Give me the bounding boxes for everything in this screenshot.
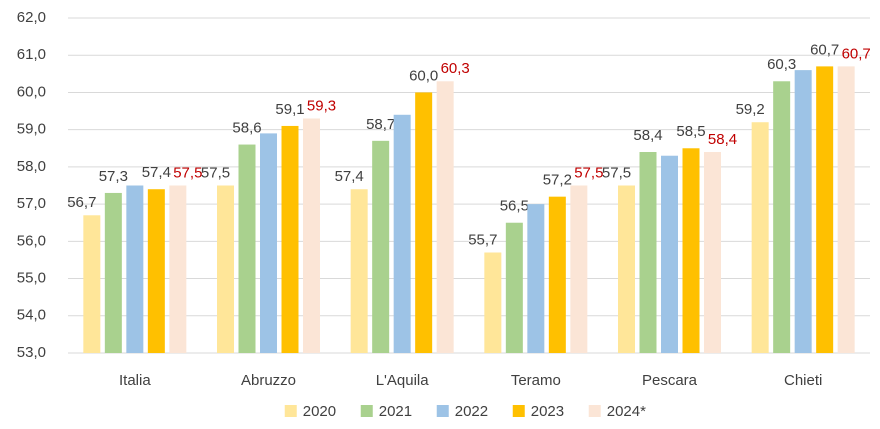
- bar: [639, 152, 657, 353]
- y-tick-label: 53,0: [17, 344, 46, 361]
- bar: [837, 66, 855, 353]
- bar: [217, 185, 234, 353]
- data-label: 55,7: [468, 231, 497, 248]
- bar: [169, 185, 187, 353]
- y-tick-label: 61,0: [17, 46, 46, 63]
- data-label: 58,5: [676, 123, 705, 140]
- bar: [372, 140, 390, 353]
- data-label: 58,7: [366, 116, 395, 133]
- bar: [773, 81, 791, 354]
- bar: [238, 144, 256, 353]
- legend-swatch: [436, 405, 449, 417]
- legend-swatch: [360, 405, 373, 417]
- bar: [661, 155, 678, 353]
- bar: [682, 148, 700, 353]
- data-label: 57,2: [543, 172, 572, 189]
- data-label: 56,5: [500, 198, 529, 215]
- bar: [548, 196, 566, 353]
- data-label: 58,4: [633, 127, 662, 144]
- y-tick-label: 60,0: [17, 83, 46, 100]
- legend-label: 2021: [379, 403, 412, 420]
- bar: [816, 66, 834, 353]
- y-tick-label: 62,0: [17, 9, 46, 26]
- data-label: 60,7: [810, 41, 839, 58]
- bar: [281, 125, 299, 353]
- y-tick-label: 54,0: [17, 307, 46, 324]
- y-tick-label: 55,0: [17, 270, 46, 287]
- data-label: 57,3: [99, 168, 128, 185]
- legend-swatch: [284, 405, 297, 417]
- x-tick-label: Italia: [119, 372, 151, 389]
- bar: [104, 192, 122, 353]
- data-label: 60,3: [767, 56, 796, 73]
- bar: [570, 185, 588, 353]
- data-label: 60,7: [842, 45, 871, 62]
- legend-label: 2024*: [607, 403, 646, 420]
- bar: [751, 122, 769, 353]
- legend-swatch: [512, 405, 525, 417]
- legend-label: 2020: [303, 403, 336, 420]
- bar: [436, 81, 454, 354]
- data-label: 58,6: [232, 120, 261, 137]
- bar: [83, 215, 101, 353]
- data-label: 59,3: [307, 97, 336, 114]
- x-tick-label: L'Aquila: [376, 372, 430, 389]
- bar: [704, 152, 721, 353]
- data-label: 58,4: [708, 131, 737, 148]
- x-tick-label: Teramo: [511, 372, 561, 389]
- data-label: 57,4: [335, 168, 364, 185]
- y-tick-label: 59,0: [17, 121, 46, 138]
- bar: [527, 204, 545, 353]
- data-label: 56,7: [67, 194, 96, 211]
- bar: [350, 189, 368, 353]
- data-label: 57,5: [173, 164, 202, 181]
- y-tick-label: 58,0: [17, 158, 46, 175]
- bar: [415, 92, 433, 353]
- data-label: 60,3: [441, 60, 470, 77]
- bar: [147, 189, 165, 353]
- data-label: 57,5: [574, 164, 603, 181]
- bar: [393, 114, 411, 354]
- bar: [618, 185, 635, 353]
- bar: [260, 133, 277, 353]
- x-tick-label: Chieti: [784, 372, 822, 389]
- data-label: 59,1: [275, 101, 304, 118]
- bar: [126, 185, 144, 353]
- x-tick-label: Abruzzo: [241, 372, 296, 389]
- y-tick-label: 56,0: [17, 232, 46, 249]
- x-tick-label: Pescara: [642, 372, 698, 389]
- legend-label: 2022: [455, 403, 488, 420]
- bar: [794, 70, 812, 353]
- data-label: 57,5: [201, 164, 230, 181]
- data-label: 57,4: [142, 164, 171, 181]
- bar: [484, 252, 502, 353]
- bar: [303, 118, 320, 353]
- legend-label: 2023: [531, 403, 564, 420]
- data-label: 60,0: [409, 67, 438, 84]
- data-label: 59,2: [736, 101, 765, 118]
- data-label: 57,5: [602, 164, 631, 181]
- bar: [505, 222, 523, 353]
- legend-swatch: [588, 405, 601, 417]
- y-tick-label: 57,0: [17, 195, 46, 212]
